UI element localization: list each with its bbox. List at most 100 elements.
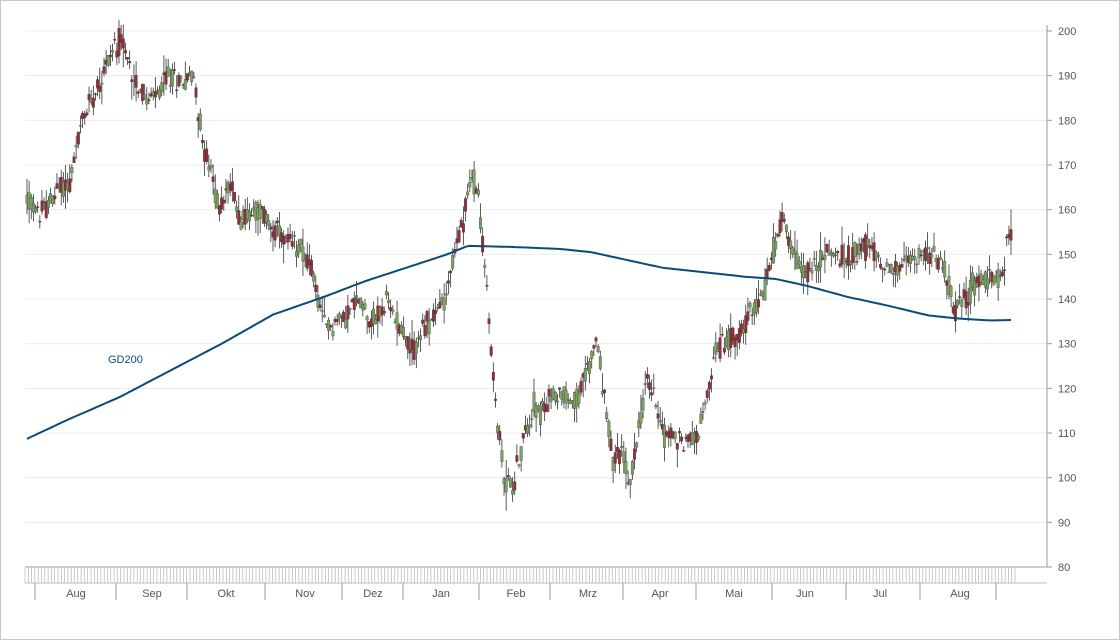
candle-down [731,327,735,342]
candle-up [663,425,666,448]
y-tick-label: 150 [1058,249,1076,261]
candle-up [312,272,316,282]
y-tick-label: 170 [1058,160,1076,172]
candle-down [44,201,48,218]
candle-down [464,198,467,212]
candle-down [744,315,748,334]
candle-down [776,233,780,237]
candle-down [675,443,679,450]
candle-up [363,303,367,309]
candle-up [384,291,388,296]
candle-up [641,397,645,411]
candle-up [960,299,964,307]
candle-down [53,195,57,200]
candle-up [508,478,512,488]
candle-up [577,393,581,404]
candle-down [958,296,962,298]
candle-up [215,193,219,209]
y-tick-label: 120 [1058,383,1076,395]
candle-down [40,200,44,212]
candle-up [956,299,959,307]
candle-down [677,431,681,434]
candle-up [468,182,472,188]
x-tick-label: Aug [950,588,970,600]
candle-up [596,346,600,352]
y-tick-label: 190 [1058,71,1076,83]
candle-down [594,337,598,342]
candle-up [265,213,269,223]
candle-down [746,311,750,321]
candle-up [917,247,921,258]
candle-up [100,83,104,85]
candle-up [538,405,542,426]
candle-up [881,268,885,270]
candle-up [46,200,50,208]
candle-down [506,475,510,478]
candle-up [143,94,147,99]
candle-down [102,66,106,74]
candle-down [648,382,651,390]
candle-down [966,301,970,306]
candle-up [472,169,476,195]
candle-down [936,258,940,270]
candle-down [722,347,726,353]
x-tick-label: Jan [432,588,450,600]
y-tick-label: 110 [1058,428,1076,440]
candle-up [979,273,983,283]
candle-up [913,256,917,260]
candle-up [511,490,515,495]
candles [25,19,1013,511]
candle-up [973,279,977,296]
candle-down [846,245,850,266]
candle-down [91,97,95,108]
candle-up [810,270,814,274]
candle-down [230,181,234,192]
candle-up [166,66,170,77]
x-tick-label: Jun [796,588,814,600]
candle-down [408,348,412,354]
candle-down [269,226,273,230]
candle-down [83,113,87,118]
candle-down [615,446,619,453]
candle-down [260,206,264,210]
x-tick-label: Nov [295,588,315,600]
y-tick-label: 100 [1058,473,1076,485]
candle-up [372,308,375,325]
candle-down [237,210,241,225]
candle-up [628,479,632,485]
candle-up [658,419,662,423]
candle-up [145,98,149,105]
candle-down [128,61,132,64]
candle-down [900,264,904,268]
candle-down [656,413,660,419]
candle-up [949,286,953,297]
candle-up [496,425,500,434]
candle-down [487,318,491,324]
candle-down [836,250,840,254]
candle-up [988,269,992,271]
candle-up [297,244,301,254]
candle-down [446,280,450,284]
candle-down [425,311,429,322]
candle-up [607,421,611,437]
y-tick-label: 80 [1058,562,1070,574]
candle-up [556,400,559,403]
candle-up [797,260,801,266]
candle-up [359,297,363,309]
candle-up [171,69,174,87]
candle-up [630,461,634,475]
candle-down [389,307,393,311]
candle-down [134,75,138,88]
gd200-line [26,244,1012,440]
candle-up [479,217,482,229]
candle-down [290,241,294,247]
candle-up [79,125,82,127]
candle-up [198,113,202,130]
candle-up [943,261,947,278]
candle-up [866,238,870,246]
x-tick-label: Dez [363,588,383,600]
candle-up [34,207,38,212]
candle-down [72,156,76,163]
x-tick-label: Mrz [579,588,597,600]
candle-down [123,49,127,54]
